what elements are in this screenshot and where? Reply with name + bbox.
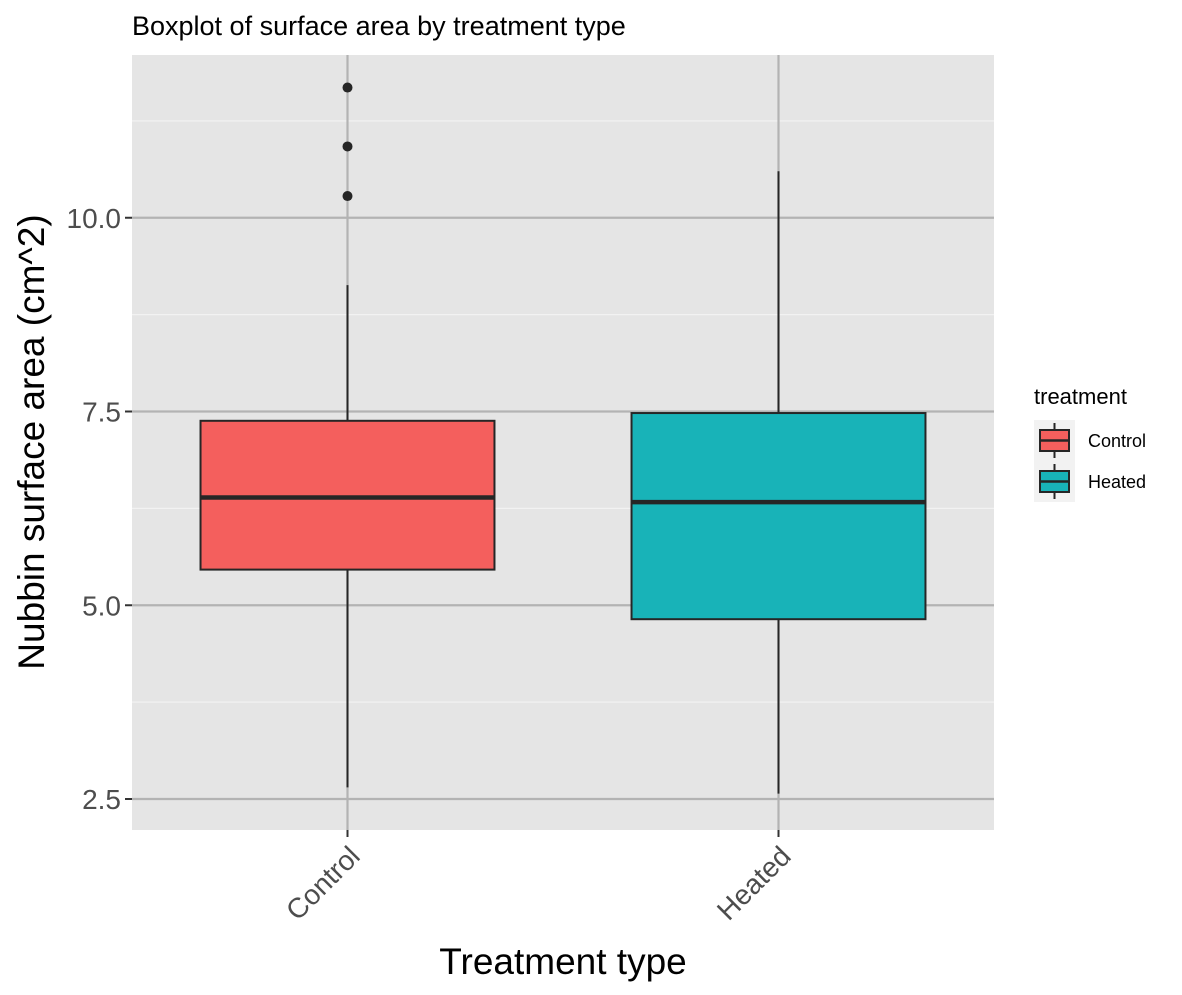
legend: treatment Control Heated <box>1034 384 1146 502</box>
y-tick-label: 7.5 <box>82 397 121 428</box>
outlier-point <box>342 141 353 152</box>
box-group-heated <box>630 171 927 794</box>
y-tick-label: 5.0 <box>82 590 121 621</box>
legend-item-control: Control <box>1034 420 1146 461</box>
legend-title: treatment <box>1034 384 1127 409</box>
y-tick-label: 2.5 <box>82 784 121 815</box>
box-group-control <box>199 82 496 788</box>
x-tick-label: Heated <box>711 840 797 926</box>
y-tick-label: 10.0 <box>67 203 122 234</box>
chart-title: Boxplot of surface area by treatment typ… <box>132 11 626 41</box>
x-tick-label: Control <box>280 840 366 926</box>
legend-label: Heated <box>1088 472 1146 492</box>
box-iqr <box>199 419 496 571</box>
legend-label: Control <box>1088 431 1146 451</box>
x-axis-title: Treatment type <box>439 941 686 982</box>
y-axis-title: Nubbin surface area (cm^2) <box>11 214 52 669</box>
y-axis-ticks: 2.5 5.0 7.5 10.0 <box>67 203 132 815</box>
legend-item-heated: Heated <box>1034 461 1146 502</box>
boxes <box>199 82 927 794</box>
outlier-point <box>342 191 353 202</box>
legend-items: Control Heated <box>1034 420 1146 502</box>
box-iqr <box>630 412 927 621</box>
outlier-point <box>342 82 353 93</box>
x-axis-ticks: Control Heated <box>280 830 797 926</box>
